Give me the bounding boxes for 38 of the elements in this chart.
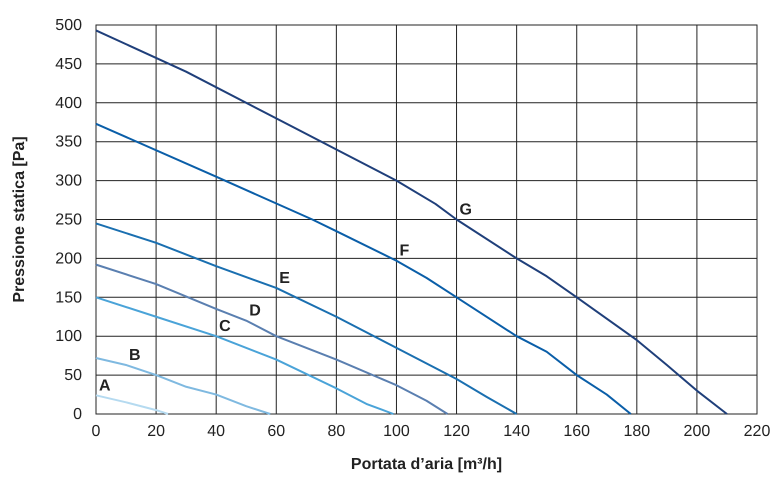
x-tick-label: 40 <box>207 423 226 440</box>
series-label: B <box>129 346 141 364</box>
y-tick-label: 50 <box>64 367 82 384</box>
x-tick-label: 60 <box>267 423 286 440</box>
y-tick-label: 200 <box>55 250 82 268</box>
x-axis-title: Portata d’aria [m³/h] <box>350 456 502 473</box>
series-label: F <box>399 242 410 260</box>
x-tick-label: 20 <box>147 423 166 440</box>
series-label: G <box>460 202 472 218</box>
line-series <box>95 122 632 415</box>
series-label: A <box>99 377 111 394</box>
x-tick-label: 220 <box>744 423 770 440</box>
line-series <box>95 394 170 415</box>
x-tick-label: 80 <box>327 423 346 440</box>
x-tick-label: 100 <box>383 423 410 440</box>
x-tick-label: 200 <box>684 423 710 440</box>
x-tick-label: 140 <box>503 423 530 440</box>
x-tick-label: 0 <box>92 423 101 440</box>
line-series <box>95 264 449 415</box>
y-axis-title: Pressione statica [Pa] <box>11 136 28 303</box>
y-tick-label: 500 <box>55 17 82 34</box>
y-tick-label: 100 <box>55 328 82 346</box>
series-label: C <box>219 318 232 336</box>
y-tick-label: 450 <box>55 56 82 73</box>
y-tick-label: 400 <box>55 94 82 112</box>
y-tick-label: 350 <box>55 134 82 151</box>
x-tick-label: 160 <box>563 423 590 440</box>
line-series <box>95 222 518 415</box>
x-tick-label: 120 <box>443 423 470 440</box>
line-series <box>95 296 394 415</box>
series-label: D <box>249 302 261 320</box>
line-series <box>95 29 728 415</box>
y-tick-label: 250 <box>55 212 82 228</box>
x-tick-label: 180 <box>623 423 650 440</box>
y-tick-label: 300 <box>55 172 82 190</box>
y-tick-label: 150 <box>55 289 82 306</box>
y-tick-label: 0 <box>73 406 82 423</box>
series-label: E <box>279 270 290 287</box>
